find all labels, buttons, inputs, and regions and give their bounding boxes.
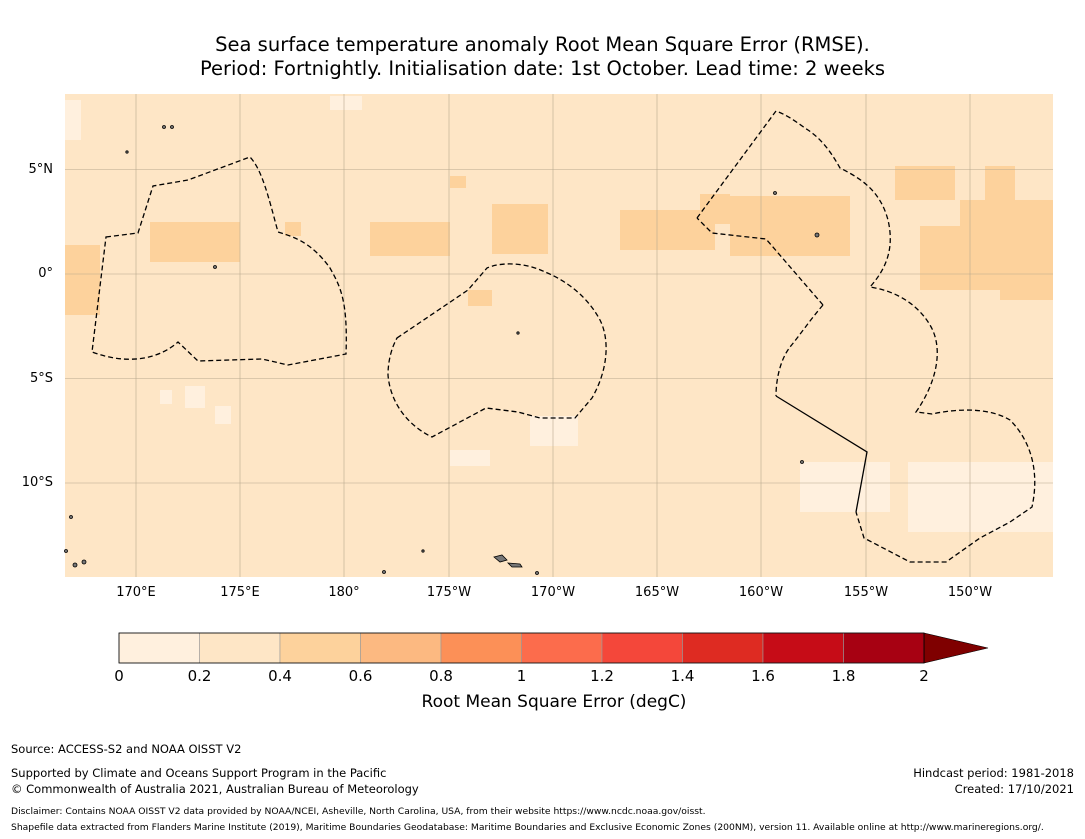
lat-label-5n: 5°N	[28, 162, 54, 177]
lat-label-10s: 10°S	[21, 475, 53, 490]
colorbar-tick-label: 1.2	[590, 667, 614, 685]
colorbar-cell	[279, 632, 361, 664]
colorbar-label: Root Mean Square Error (degC)	[421, 692, 687, 712]
colorbar-tick-label: 0	[114, 667, 124, 685]
rmse-map	[64, 94, 1053, 577]
colorbar-tick-label: 0.4	[268, 667, 292, 685]
colorbar-tick-label: 1.4	[670, 667, 695, 685]
lon-label-175w: 175°W	[426, 585, 472, 600]
lon-label-160w: 160°W	[738, 585, 784, 600]
colorbar-outline	[118, 632, 925, 664]
graticule	[65, 94, 1053, 577]
colorbar	[118, 632, 989, 664]
lat-label-0: 0°	[38, 266, 53, 281]
colorbar-tick-label: 0.6	[348, 667, 373, 685]
colorbar-tick-label: 0.2	[187, 667, 212, 685]
lon-label-155w: 155°W	[843, 585, 889, 600]
colorbar-cell	[199, 632, 281, 664]
chart-title-line-2: Period: Fortnightly. Initialisation date…	[199, 57, 886, 80]
colorbar-cell	[762, 632, 844, 664]
chart-title-line-1: Sea surface temperature anomaly Root Mea…	[215, 33, 870, 56]
lon-label-170w: 170°W	[530, 585, 576, 600]
low-error-patches	[65, 96, 1053, 532]
colorbar-tick-label: 2	[919, 667, 929, 685]
colorbar-cell	[360, 632, 442, 664]
lon-label-175e: 175°E	[220, 585, 260, 600]
colorbar-cell	[118, 632, 200, 664]
eez-kiribati-gilbert	[91, 156, 347, 366]
mid-error-patches	[65, 166, 1053, 315]
eez-boundary-solid	[775, 395, 868, 513]
colorbar-extension	[923, 632, 989, 664]
colorbar-cell	[601, 632, 683, 664]
eez-boundaries	[91, 110, 1036, 563]
source-text: Source: ACCESS-S2 and NOAA OISST V2	[11, 742, 242, 756]
colorbar-tick-label: 1.8	[831, 667, 856, 685]
colorbar-tick-label: 0.8	[429, 667, 453, 685]
disclaimer-text: Disclaimer: Contains NOAA OISST V2 data …	[11, 806, 706, 817]
created-date: Created: 17/10/2021	[954, 782, 1074, 796]
copyright-text: © Commonwealth of Australia 2021, Austra…	[11, 782, 419, 796]
hindcast-period: Hindcast period: 1981-2018	[913, 766, 1074, 780]
lon-label-180: 180°	[328, 585, 360, 600]
lat-label-5s: 5°S	[29, 371, 53, 386]
colorbar-cell	[521, 632, 603, 664]
lon-label-165w: 165°W	[634, 585, 680, 600]
islands	[64, 125, 820, 575]
supported-text: Supported by Climate and Oceans Support …	[11, 766, 387, 780]
colorbar-cell	[440, 632, 522, 664]
lon-label-170e: 170°E	[116, 585, 156, 600]
colorbar-cell	[682, 632, 764, 664]
eez-kiribati-line	[696, 110, 1036, 563]
colorbar-cell	[843, 632, 925, 664]
colorbar-tick-label: 1.6	[751, 667, 775, 685]
eez-kiribati-phoenix	[387, 263, 607, 438]
lon-label-150w: 150°W	[947, 585, 993, 600]
shapefile-credit: Shapefile data extracted from Flanders M…	[11, 822, 1044, 833]
colorbar-tick-label: 1	[516, 667, 527, 685]
